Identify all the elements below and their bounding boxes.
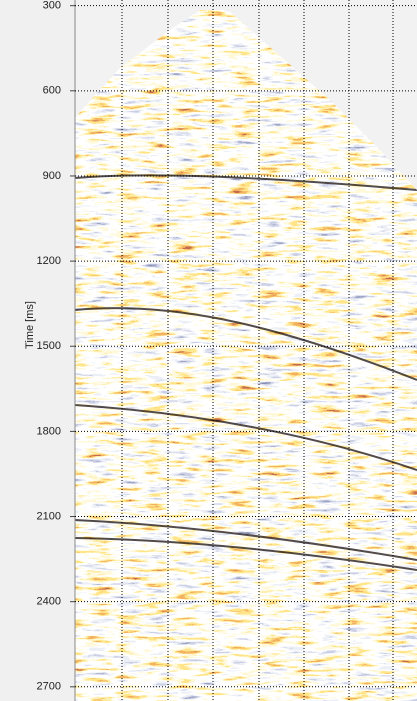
y-tick-label: 2100: [37, 510, 61, 522]
y-tick-label: 2700: [37, 681, 61, 693]
y-tick-label: 1500: [37, 340, 61, 352]
y-tick-label: 2400: [37, 596, 61, 608]
y-tick-label: 900: [43, 170, 61, 182]
y-axis-label: Time [ms]: [24, 301, 36, 349]
y-tick-label: 1200: [37, 255, 61, 267]
y-tick-label: 300: [43, 0, 61, 12]
y-tick-label: 600: [43, 85, 61, 97]
y-tick-label: 1800: [37, 425, 61, 437]
reflectors: [75, 174, 417, 571]
